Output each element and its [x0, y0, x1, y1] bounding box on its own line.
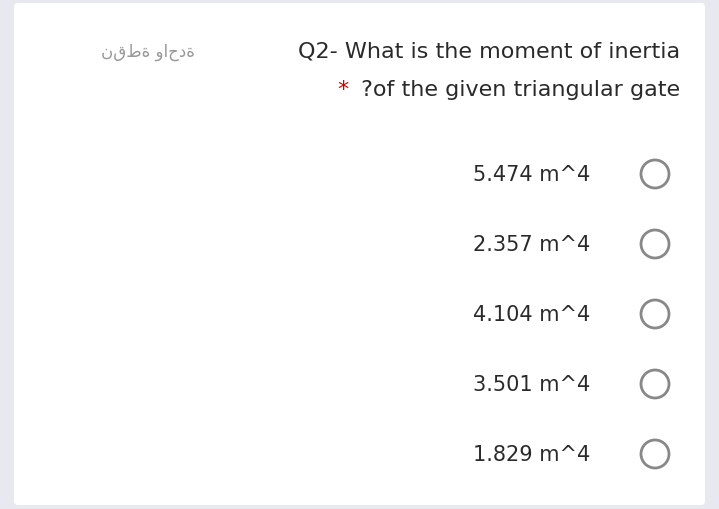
Circle shape — [641, 161, 669, 189]
Circle shape — [641, 370, 669, 398]
Text: 3.501 m^4: 3.501 m^4 — [473, 374, 590, 394]
Circle shape — [641, 300, 669, 328]
Circle shape — [641, 440, 669, 468]
Text: 2.357 m^4: 2.357 m^4 — [473, 235, 590, 254]
Text: ?of the given triangular gate: ?of the given triangular gate — [354, 80, 680, 100]
Text: *: * — [337, 80, 348, 100]
Text: نقطة واحدة: نقطة واحدة — [101, 43, 195, 61]
FancyBboxPatch shape — [14, 4, 705, 505]
Text: 5.474 m^4: 5.474 m^4 — [473, 165, 590, 185]
Text: 4.104 m^4: 4.104 m^4 — [473, 304, 590, 324]
Circle shape — [641, 231, 669, 259]
Text: 1.829 m^4: 1.829 m^4 — [473, 444, 590, 464]
Text: Q2- What is the moment of inertia: Q2- What is the moment of inertia — [298, 42, 680, 62]
